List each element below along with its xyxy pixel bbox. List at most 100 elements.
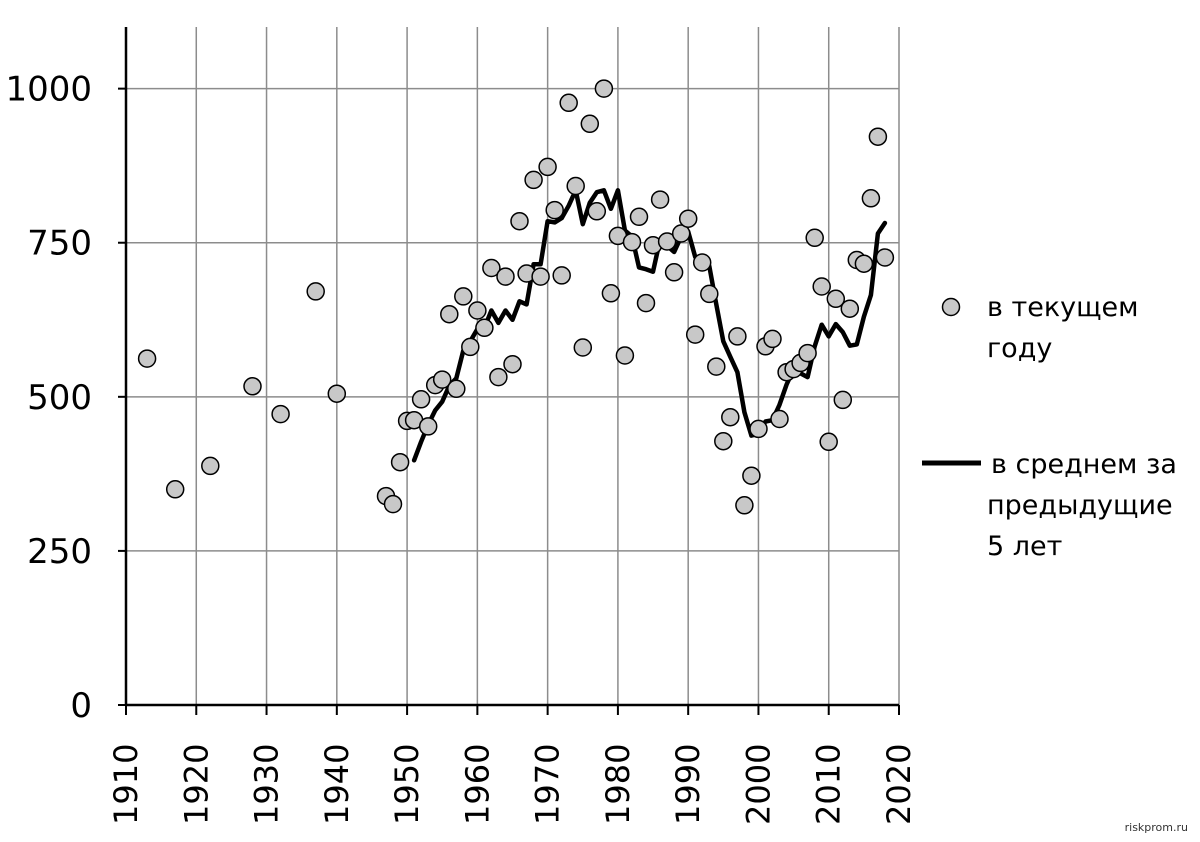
x-tick-label: 1920 (177, 744, 215, 825)
data-point (489, 367, 508, 387)
y-tick-label: 500 (27, 378, 92, 418)
data-point (615, 346, 635, 365)
data-point (742, 466, 761, 485)
data-point (306, 282, 325, 301)
data-point (510, 211, 529, 231)
data-point (496, 267, 515, 286)
data-point (601, 284, 621, 303)
data-point (271, 404, 290, 424)
data-point (580, 114, 600, 134)
data-point (861, 189, 881, 208)
legend-label-average-line-1: в среднем за (991, 449, 1177, 480)
data-point (418, 417, 438, 436)
data-point (805, 228, 824, 248)
data-point (201, 456, 220, 476)
data-point (629, 207, 649, 227)
data-point (875, 248, 895, 267)
data-point (721, 407, 740, 427)
data-point (137, 349, 157, 368)
data-point (383, 494, 403, 514)
data-point (440, 304, 459, 324)
data-point (461, 337, 480, 357)
data-point (327, 384, 347, 403)
y-tick-labels: 0 250 500 750 1000 (5, 70, 92, 726)
data-point (868, 127, 888, 146)
data-point (566, 176, 585, 196)
data-point (707, 357, 726, 376)
x-tick-label: 1950 (388, 744, 426, 825)
x-tick-labels: 1910 1920 1930 1940 1950 1960 1970 1980 1990 2000… (107, 744, 918, 825)
y-tick-label: 1000 (5, 70, 92, 110)
legend: в текущем году в среднем за предыдущие 5… (922, 292, 1177, 562)
data-point (538, 157, 557, 177)
data-point (735, 496, 754, 515)
data-point (524, 170, 543, 190)
data-point (678, 209, 698, 228)
data-point (552, 266, 571, 285)
legend-label-average-line-2: предыдущие (987, 490, 1173, 521)
data-point (573, 338, 593, 357)
data-point (685, 325, 705, 344)
watermark: riskprom.ru (1124, 821, 1188, 834)
data-point (763, 329, 782, 349)
series-average-5yr (411, 188, 888, 463)
data-point (749, 419, 768, 439)
data-point (826, 289, 846, 309)
data-point (819, 432, 838, 452)
series-current-year (137, 79, 895, 515)
legend-item-average: в среднем за предыдущие 5 лет (922, 449, 1177, 562)
x-tick-label: 1910 (107, 744, 145, 825)
x-tick-label: 1970 (529, 744, 567, 825)
grid (126, 27, 900, 705)
x-tick-label: 2010 (810, 744, 848, 825)
data-point (636, 293, 656, 313)
data-point (468, 301, 487, 320)
data-point (770, 409, 789, 429)
data-point (671, 224, 691, 243)
data-point (833, 390, 853, 410)
data-point (692, 253, 712, 272)
y-tick-label: 0 (70, 686, 92, 726)
data-point (545, 200, 564, 220)
data-point (531, 267, 550, 286)
y-tick-label: 250 (27, 532, 92, 572)
data-point (664, 263, 684, 282)
data-point (594, 79, 614, 98)
data-point (840, 299, 860, 318)
x-tick-label: 1930 (248, 744, 286, 825)
data-point (812, 277, 831, 296)
data-point (243, 377, 262, 396)
data-point (714, 431, 733, 451)
x-tick-label: 1960 (458, 744, 496, 825)
data-point (503, 354, 522, 374)
y-tick-label: 750 (27, 224, 92, 264)
data-point (559, 93, 578, 113)
data-point (622, 232, 642, 252)
data-point (475, 318, 494, 338)
legend-item-current-year: в текущем году (941, 292, 1139, 364)
data-point (411, 390, 431, 409)
legend-label-current-year-line-1: в текущем (987, 292, 1139, 323)
x-tick-label: 1940 (318, 744, 356, 825)
data-point (700, 284, 719, 304)
legend-marker-circle (941, 297, 961, 317)
data-point (390, 452, 410, 472)
data-point (454, 287, 473, 306)
x-tick-label: 1990 (669, 744, 707, 825)
data-point (432, 370, 452, 389)
data-point (650, 190, 670, 209)
data-point (165, 480, 185, 499)
data-point (447, 379, 466, 399)
data-point (657, 232, 677, 251)
series-line-average-5yr (411, 188, 888, 463)
legend-label-current-year-line-2: году (987, 333, 1052, 364)
legend-label-average-line-3: 5 лет (987, 531, 1062, 562)
data-point (798, 343, 817, 363)
data-point (728, 327, 747, 346)
x-tick-label: 2000 (739, 744, 777, 825)
x-tick-label: 2020 (880, 744, 918, 825)
axes (118, 27, 900, 715)
data-point (482, 258, 501, 278)
data-point (587, 202, 607, 221)
